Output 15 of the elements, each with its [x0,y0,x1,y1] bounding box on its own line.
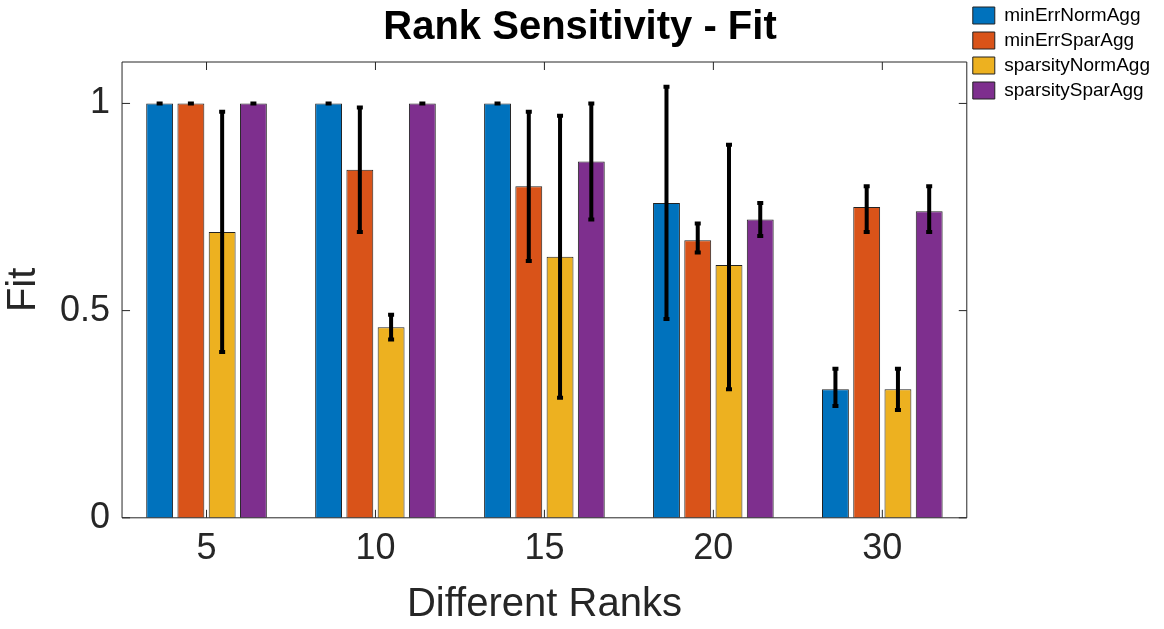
x-tick-label: 30 [862,526,903,568]
x-tick-label: 5 [196,526,217,568]
y-tick-label: 0 [90,494,111,536]
legend-label: minErrSparAgg [1004,28,1135,50]
y-tick-label: 1 [90,80,111,122]
chart-title: Rank Sensitivity - Fit [383,3,777,48]
x-tick-label: 20 [693,526,734,568]
legend-label: minErrNormAgg [1004,3,1141,25]
x-tick-label: 15 [524,526,565,568]
y-tick-label: 0.5 [60,287,111,329]
x-axis-title: Different Ranks [406,580,682,625]
y-axis-title: Fit [0,267,44,313]
x-tick-label: 10 [355,526,396,568]
legend-label: sparsityNormAgg [1004,53,1151,75]
legend-label: sparsitySparAgg [1004,78,1144,100]
